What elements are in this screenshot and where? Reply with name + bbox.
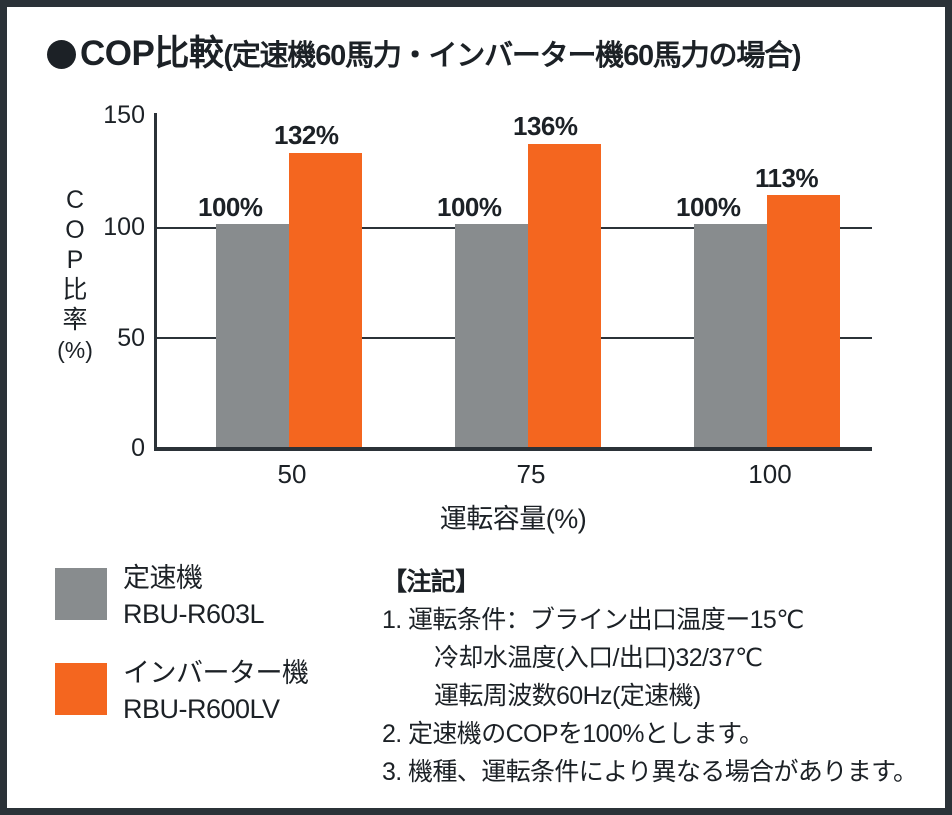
y-axis-title: C O P 比 率 (%) <box>55 185 95 365</box>
bar-inverter-75 <box>528 144 601 447</box>
y-axis-title-char-2: P <box>66 246 84 274</box>
legend-model-inverter: RBU-R600LV <box>123 694 280 724</box>
y-axis-title-char-4: 率 <box>62 306 88 334</box>
y-tick-50: 50 <box>117 324 145 352</box>
chart-legend: 定速機 RBU-R603L インバーター機 RBU-R600LV <box>55 563 355 754</box>
y-axis-title-char-5: (%) <box>57 337 93 363</box>
y-axis-title-char-3: 比 <box>62 276 88 304</box>
legend-item-inverter: インバーター機 RBU-R600LV <box>55 658 355 754</box>
plot-area: 100% 132% 100% 136% 100% 113% <box>154 111 872 447</box>
bar-label-fixed-speed-50: 100% <box>198 192 263 222</box>
x-axis-title: 運転容量(%) <box>439 504 587 534</box>
y-axis-line <box>154 113 157 449</box>
y-tick-0: 0 <box>131 434 145 462</box>
y-tick-150: 150 <box>103 101 145 129</box>
legend-swatch-fixed-speed <box>55 568 107 620</box>
bar-fixed-speed-75 <box>455 224 528 447</box>
y-axis-title-char-1: O <box>65 216 85 244</box>
bar-label-inverter-75: 136% <box>513 111 578 141</box>
note-line-3: 運転周波数60Hz(定速機) <box>434 682 701 710</box>
y-axis-title-char-0: C <box>65 186 85 214</box>
bar-label-inverter-50: 132% <box>274 120 339 150</box>
x-tick-75: 75 <box>516 459 546 489</box>
bar-label-inverter-100: 113% <box>755 163 819 193</box>
cop-comparison-bar-chart: C O P 比 率 (%) 150 100 50 0 1 <box>7 7 952 547</box>
bar-fixed-speed-50 <box>216 224 289 447</box>
page-title: COP比較 (定速機60馬力・インバーター機60馬力の場合) <box>47 25 927 75</box>
page-title-main: COP比較 <box>80 34 224 73</box>
bar-inverter-50 <box>289 153 362 447</box>
filled-circle-bullet-icon <box>47 40 76 69</box>
legend-swatch-inverter <box>55 663 107 715</box>
bar-inverter-100 <box>767 195 840 447</box>
x-tick-50: 50 <box>277 459 307 489</box>
legend-text-inverter: インバーター機 RBU-R600LV <box>123 655 363 727</box>
bar-label-fixed-speed-75: 100% <box>437 192 502 222</box>
legend-name-inverter: インバーター機 <box>123 658 309 688</box>
note-line-2: 冷却水温度(入口/出口)32/37℃ <box>434 644 763 672</box>
legend-text-fixed-speed: 定速機 RBU-R603L <box>123 560 363 632</box>
x-axis-line <box>154 447 872 451</box>
notes-block: 【注記】 1. 運転条件：ブライン出口温度ー15℃ 冷却水温度(入口/出口)32… <box>382 563 942 791</box>
legend-model-fixed-speed: RBU-R603L <box>123 599 265 629</box>
legend-name-fixed-speed: 定速機 <box>123 563 203 593</box>
y-tick-100: 100 <box>103 213 145 241</box>
notes-heading: 【注記】 <box>382 568 480 596</box>
note-line-1: 1. 運転条件：ブライン出口温度ー15℃ <box>382 606 804 634</box>
page-title-sub: (定速機60馬力・インバーター機60馬力の場合) <box>223 40 801 72</box>
legend-item-fixed-speed: 定速機 RBU-R603L <box>55 563 355 659</box>
x-tick-100: 100 <box>748 459 792 489</box>
bar-fixed-speed-100 <box>694 224 767 447</box>
note-line-4: 2. 定速機のCOPを100%とします。 <box>382 720 764 748</box>
bar-label-fixed-speed-100: 100% <box>676 192 741 222</box>
note-line-5: 3. 機種、運転条件により異なる場合があります。 <box>382 758 918 786</box>
